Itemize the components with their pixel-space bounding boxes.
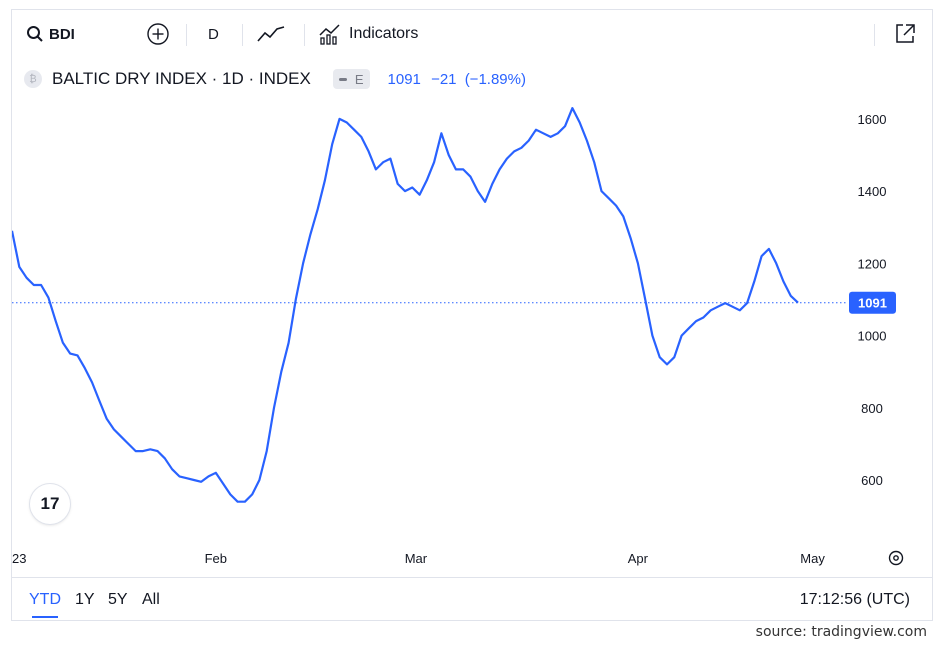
- chart-toolbar: BDI D Indicators: [12, 10, 932, 58]
- toolbar-divider: [304, 24, 305, 46]
- symbol-logo-icon: ₿: [24, 70, 42, 88]
- y-tick-label: 1000: [858, 329, 887, 344]
- x-tick-label: Apr: [628, 551, 649, 566]
- x-tick-label: Mar: [405, 551, 428, 566]
- y-tick-label: 800: [861, 401, 883, 416]
- price-chart[interactable]: 600800100012001400160023FebMarAprMayJunJ…: [12, 10, 932, 577]
- last-price-badge: [849, 291, 896, 314]
- range-tab-ytd[interactable]: YTD: [29, 591, 61, 608]
- price-change: −21: [431, 70, 457, 88]
- series-legend: ₿ BALTIC DRY INDEX · 1D · INDEX E 1091 −…: [24, 67, 526, 91]
- utc-clock[interactable]: 17:12:56 (UTC): [799, 591, 910, 608]
- quote-values: 1091 −21 (−1.89%): [388, 71, 526, 88]
- plus-circle-icon: [147, 23, 169, 45]
- open-external-button[interactable]: [893, 10, 917, 58]
- chart-widget: BDI D Indicators: [11, 9, 933, 621]
- minus-icon: [338, 77, 347, 81]
- last-price: 1091: [387, 70, 421, 88]
- indicators-button[interactable]: Indicators: [318, 10, 418, 58]
- indicators-icon: [319, 24, 340, 45]
- range-tab-5y[interactable]: 5Y: [108, 591, 128, 608]
- tradingview-logo[interactable]: 17: [30, 484, 70, 524]
- y-tick-label: 600: [861, 473, 883, 488]
- gear-icon[interactable]: [888, 550, 904, 566]
- range-bar: YTD 1Y 5Y All 17:12:56 (UTC): [12, 577, 932, 622]
- active-range-indicator: [32, 616, 58, 618]
- toolbar-divider: [186, 24, 187, 46]
- search-icon: [27, 26, 43, 42]
- range-tab-1y[interactable]: 1Y: [75, 591, 95, 608]
- y-tick-label: 1400: [858, 184, 887, 199]
- series-line[interactable]: [12, 106, 799, 503]
- source-credit: source: tradingview.com: [755, 624, 927, 640]
- symbol-search-button[interactable]: BDI: [26, 10, 75, 58]
- toolbar-divider: [874, 24, 875, 46]
- exchange-badge-label: E: [354, 71, 364, 87]
- x-tick-label: May: [800, 551, 825, 566]
- interval-button[interactable]: D: [208, 25, 219, 43]
- toolbar-divider: [242, 24, 243, 46]
- symbol-label: BDI: [49, 25, 75, 43]
- last-price-label: 1091: [858, 296, 887, 311]
- x-tick-label: Feb: [205, 551, 227, 566]
- price-change-percent: (−1.89%): [464, 70, 526, 88]
- series-title: BALTIC DRY INDEX · 1D · INDEX: [52, 69, 311, 88]
- compare-button[interactable]: [146, 10, 170, 58]
- exchange-badge[interactable]: E: [332, 69, 370, 89]
- line-chart-icon: [257, 26, 285, 42]
- external-link-icon: [896, 24, 915, 43]
- chart-style-button[interactable]: [257, 10, 285, 58]
- range-tab-all[interactable]: All: [142, 591, 160, 608]
- x-tick-label: 23: [12, 551, 26, 566]
- indicators-label: Indicators: [349, 25, 419, 42]
- y-tick-label: 1600: [858, 112, 887, 127]
- y-tick-label: 1200: [858, 256, 887, 271]
